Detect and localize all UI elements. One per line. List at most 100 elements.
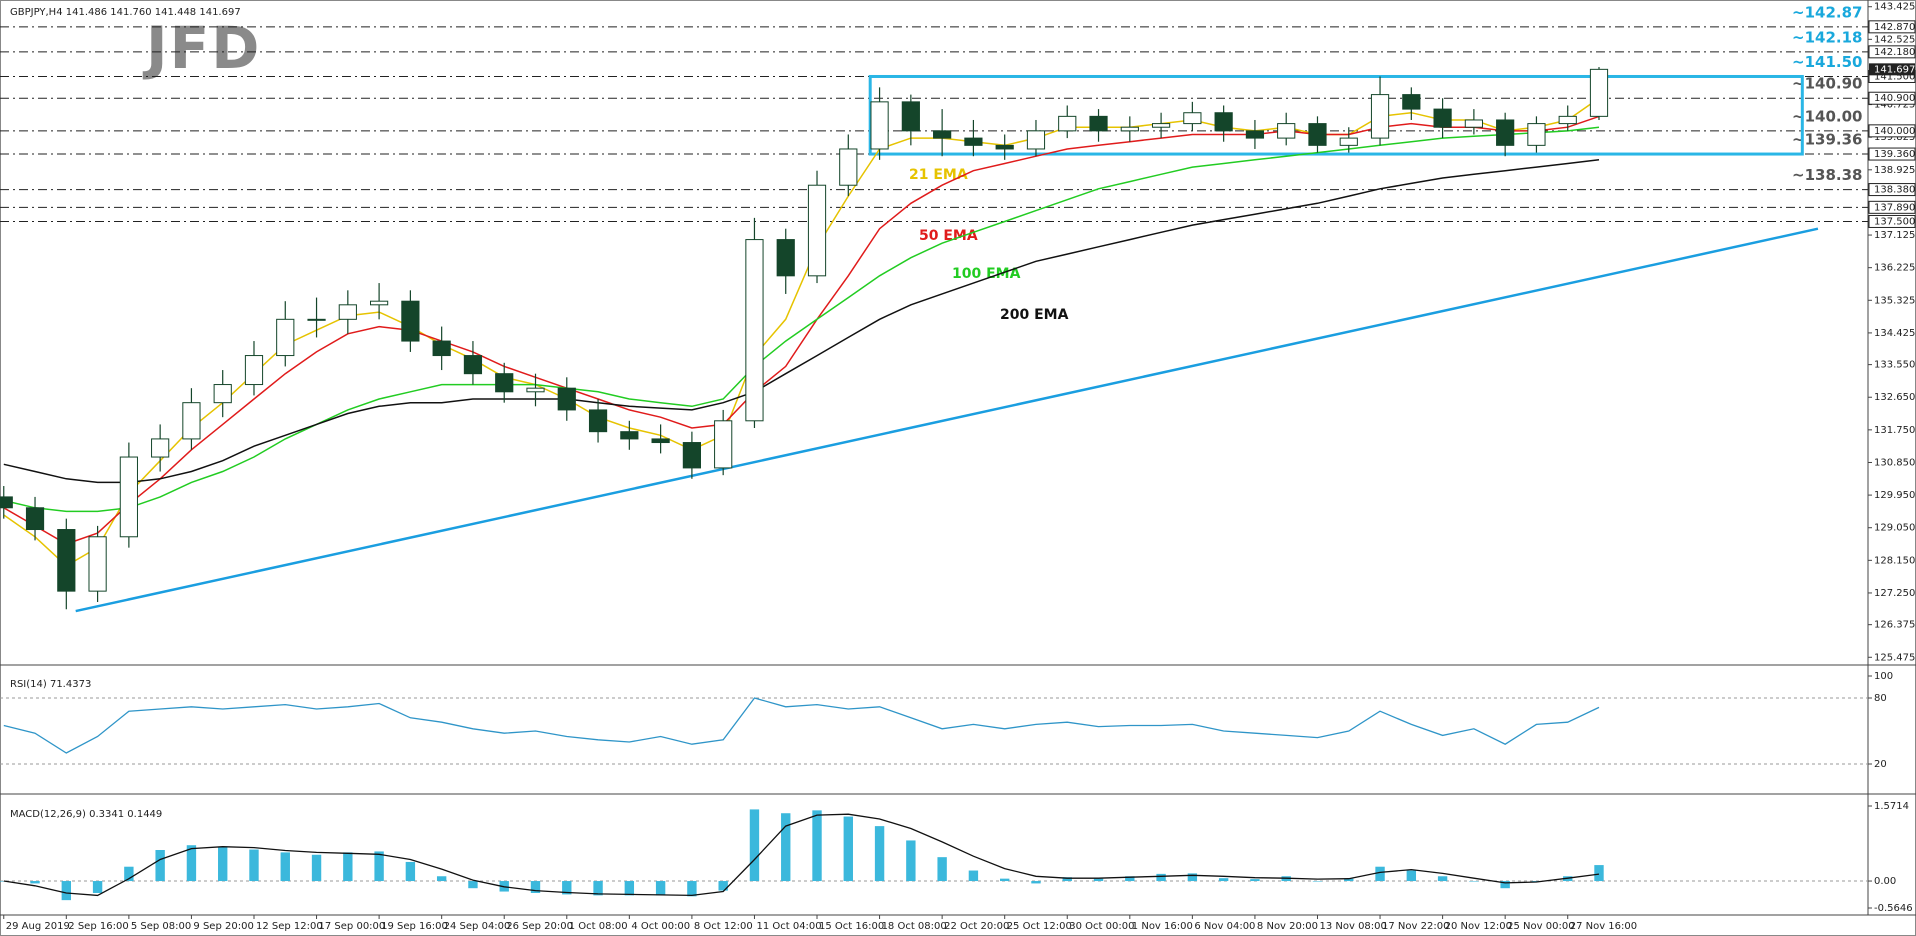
- x-tick-label: 4 Oct 00:00: [631, 921, 690, 932]
- x-tick-label: 5 Sep 08:00: [131, 921, 191, 932]
- macd-bar: [1125, 876, 1135, 882]
- y-tick-label: 80: [1874, 693, 1887, 704]
- macd-bar: [61, 881, 72, 901]
- x-tick-label: 8 Nov 20:00: [1257, 921, 1318, 932]
- level-axis-label: 140.900: [1874, 93, 1915, 104]
- candle-body: [307, 318, 326, 321]
- macd-bar: [186, 845, 197, 882]
- candle-body: [651, 438, 670, 444]
- y-tick-label: 136.225: [1874, 263, 1915, 274]
- ema-line: [3, 126, 1600, 513]
- candle-body: [1214, 112, 1233, 132]
- candle-body: [1089, 115, 1108, 132]
- candle-body: [1464, 119, 1483, 128]
- macd-bar: [937, 857, 947, 882]
- y-tick-label: 100: [1874, 671, 1893, 682]
- macd-bar: [781, 813, 791, 882]
- macd-bar: [1093, 878, 1104, 882]
- y-tick-label: 133.550: [1874, 360, 1915, 371]
- candle-body: [432, 340, 451, 357]
- current-price-label: 141.697: [1874, 64, 1915, 75]
- macd-bar: [249, 849, 259, 882]
- candle-body: [1370, 94, 1390, 139]
- ema-label: 50 EMA: [919, 228, 978, 244]
- y-tick-label: 138.925: [1874, 165, 1915, 176]
- level-axis-box: [1868, 45, 1916, 59]
- y-tick-label: 131.750: [1874, 425, 1915, 436]
- macd-bar: [906, 840, 916, 882]
- candle-body: [151, 438, 170, 458]
- macd-bar: [843, 816, 853, 882]
- macd-bar: [1594, 865, 1604, 882]
- macd-bar: [593, 881, 603, 896]
- macd-bar: [1187, 873, 1198, 882]
- candle-body: [1277, 123, 1296, 139]
- current-price-box: [1869, 63, 1915, 76]
- macd-bar: [999, 878, 1010, 882]
- candle-body: [244, 355, 264, 386]
- macd-bar: [1344, 878, 1354, 882]
- macd-bar: [530, 881, 541, 893]
- y-tick-label: 132.650: [1874, 392, 1915, 403]
- level-annotation: ~142.18: [1792, 28, 1862, 46]
- candle-body: [839, 148, 858, 186]
- level-annotation: ~142.87: [1792, 3, 1862, 21]
- level-axis-box: [1868, 124, 1916, 138]
- macd-bar: [1218, 878, 1229, 882]
- candle-body: [1245, 130, 1265, 139]
- macd-bar: [1500, 881, 1510, 889]
- y-tick-label: 128.150: [1874, 555, 1915, 566]
- candle-body: [682, 442, 702, 469]
- macd-bar: [1375, 866, 1385, 882]
- pane-title: MACD(12,26,9) 0.3341 0.1449: [10, 809, 162, 820]
- x-tick-label: 12 Sep 12:00: [256, 921, 323, 932]
- macd-bar: [1250, 879, 1260, 882]
- macd-bar: [436, 876, 447, 882]
- candle-body: [57, 529, 76, 592]
- y-tick-label: 137.125: [1874, 230, 1915, 241]
- macd-bar: [1062, 877, 1072, 882]
- macd-bar: [1312, 881, 1323, 882]
- level-axis-label: 142.180: [1874, 47, 1915, 58]
- x-tick-label: 8 Oct 12:00: [694, 921, 753, 932]
- candle-body: [1558, 115, 1577, 125]
- candle-body: [588, 409, 608, 433]
- level-axis-label: 141.500: [1874, 71, 1915, 82]
- candle-body: [1308, 123, 1327, 146]
- trendline: [75, 227, 1819, 613]
- y-tick-label: 127.250: [1874, 588, 1915, 599]
- ema-label: 200 EMA: [1000, 307, 1069, 323]
- macd-bar: [1406, 870, 1417, 882]
- level-annotation: ~141.50: [1792, 53, 1862, 71]
- candle-body: [370, 300, 389, 306]
- pane-title: GBPJPY,H4 141.486 141.760 141.448 141.69…: [10, 7, 241, 18]
- candle-body: [1589, 68, 1609, 117]
- macd-bar: [718, 881, 728, 891]
- candle-body: [620, 431, 639, 440]
- macd-bar: [1531, 881, 1542, 882]
- macd-bar: [311, 854, 322, 882]
- macd-bar: [92, 881, 103, 893]
- candle-body: [1151, 123, 1171, 128]
- macd-bar: [655, 881, 666, 896]
- y-tick-label: -0.5646: [1874, 903, 1913, 914]
- watermark: JFD: [142, 14, 261, 82]
- ema-label: 100 EMA: [952, 266, 1021, 282]
- candle-body: [338, 304, 357, 320]
- x-tick-label: 30 Oct 00:00: [1069, 921, 1134, 932]
- macd-bar: [1437, 876, 1448, 882]
- macd-bar: [1031, 881, 1041, 884]
- level-axis-label: 139.360: [1874, 149, 1915, 160]
- macd-bar: [1469, 881, 1479, 882]
- candle-body: [995, 144, 1014, 150]
- macd-bar: [124, 866, 134, 882]
- macd-bar: [1156, 873, 1166, 882]
- x-tick-label: 1 Nov 16:00: [1132, 921, 1193, 932]
- candle-body: [495, 373, 514, 393]
- candle-body: [119, 456, 138, 538]
- level-axis-box: [1868, 147, 1916, 161]
- candle-body: [1339, 137, 1358, 146]
